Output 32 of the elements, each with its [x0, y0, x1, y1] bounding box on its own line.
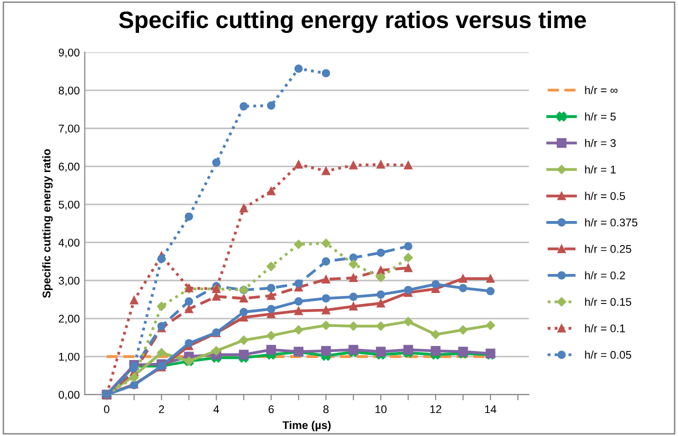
y-axis-title: Specific cutting energy ratio: [42, 149, 53, 298]
y-tick-label: 4,00: [58, 238, 80, 248]
legend-label: h/r = 1: [585, 165, 616, 174]
y-tick-label: 7,00: [58, 124, 80, 134]
y-tick-label: 3,00: [58, 276, 80, 286]
x-axis-title: Time (µs): [282, 420, 331, 432]
x-tick-label: 6: [268, 405, 274, 414]
legend-label: h/r = 0.05: [585, 350, 632, 359]
y-tick-label: 2,00: [58, 314, 80, 324]
x-tick-label: 12: [430, 405, 442, 414]
legend-label: h/r = 0.5: [585, 192, 625, 200]
legend-label: h/r = 0.375: [585, 218, 638, 226]
legend-label: h/r = 0.15: [585, 298, 632, 306]
y-tick-label: 9,00: [58, 48, 80, 58]
chart-title: Specific cutting energy ratios versus time: [119, 10, 586, 34]
legend-label: h/r = 5: [585, 112, 616, 121]
y-tick-label: 8,00: [58, 86, 80, 96]
legend-label: h/r = 3: [585, 138, 616, 148]
x-tick-label: 0: [104, 405, 110, 414]
legend-label: h/r = ∞: [585, 86, 618, 94]
y-tick-label: 0,00: [58, 390, 80, 400]
legend-label: h/r = 0.2: [585, 271, 625, 280]
x-tick-label: 4: [214, 405, 220, 414]
legend-label: h/r = 0.1: [585, 324, 625, 332]
x-tick-label: 10: [375, 405, 387, 414]
x-tick-label: 8: [323, 405, 329, 414]
x-tick-label: 14: [485, 405, 496, 414]
y-tick-label: 1,00: [59, 352, 80, 362]
y-tick-label: 6,00: [58, 162, 80, 172]
legend-label: h/r = 0.25: [585, 244, 632, 253]
x-tick-label: 2: [158, 405, 164, 414]
y-tick-label: 5,00: [58, 200, 80, 210]
